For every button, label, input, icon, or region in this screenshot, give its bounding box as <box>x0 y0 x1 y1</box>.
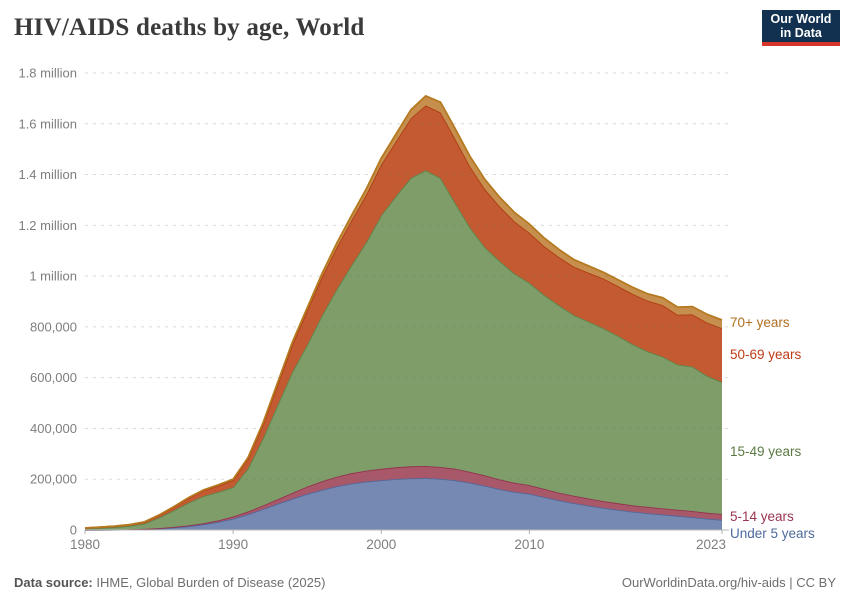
owid-logo-red-bar <box>762 42 840 46</box>
y-tick-label: 1.6 million <box>18 116 77 131</box>
x-tick-label: 2010 <box>514 537 544 552</box>
series-label-5-14-years: 5-14 years <box>730 509 794 524</box>
chart-footer: Data source: IHME, Global Burden of Dise… <box>14 575 836 590</box>
y-tick-label: 0 <box>70 523 77 538</box>
x-tick-label: 2023 <box>696 537 726 552</box>
owid-url-link[interactable]: OurWorldinData.org/hiv-aids | CC BY <box>621 575 836 590</box>
data-source-value: IHME, Global Burden of Disease (2025) <box>92 575 326 590</box>
y-tick-label: 400,000 <box>30 421 77 436</box>
owid-logo[interactable]: Our World in Data <box>762 10 840 46</box>
area-15-49-years <box>85 170 722 530</box>
y-tick-label: 600,000 <box>30 370 77 385</box>
y-tick-label: 1.4 million <box>18 167 77 182</box>
chart-title: HIV/AIDS deaths by age, World <box>14 14 365 41</box>
series-label-50-69-years: 50-69 years <box>730 347 802 362</box>
x-tick-label: 1980 <box>70 537 100 552</box>
chart-header: HIV/AIDS deaths by age, World Our World … <box>14 10 840 58</box>
data-source-label: Data source: <box>14 575 93 590</box>
area-5-14-years <box>85 466 722 530</box>
stacked-area-chart: 0 200,000 400,000 600,000 800,000 1 million 1.… <box>18 66 815 553</box>
area-50-69-years <box>85 105 722 529</box>
area-under-5-years <box>85 478 722 530</box>
y-tick-label: 800,000 <box>30 319 77 334</box>
data-source: Data source: IHME, Global Burden of Dise… <box>14 575 325 590</box>
y-tick-label: 200,000 <box>30 472 77 487</box>
y-tick-label: 1 million <box>29 269 77 284</box>
series-label-15-49-years: 15-49 years <box>730 444 802 459</box>
series-label-70-years: 70+ years <box>730 315 790 330</box>
x-tick-label: 2000 <box>366 537 396 552</box>
x-tick-label: 1990 <box>218 537 248 552</box>
owid-logo-text: Our World in Data <box>770 12 832 40</box>
series-label-under-5-years: Under 5 years <box>730 526 815 541</box>
y-tick-label: 1.8 million <box>18 66 77 81</box>
area-top-edge <box>84 94 723 529</box>
y-tick-label: 1.2 million <box>18 218 77 233</box>
